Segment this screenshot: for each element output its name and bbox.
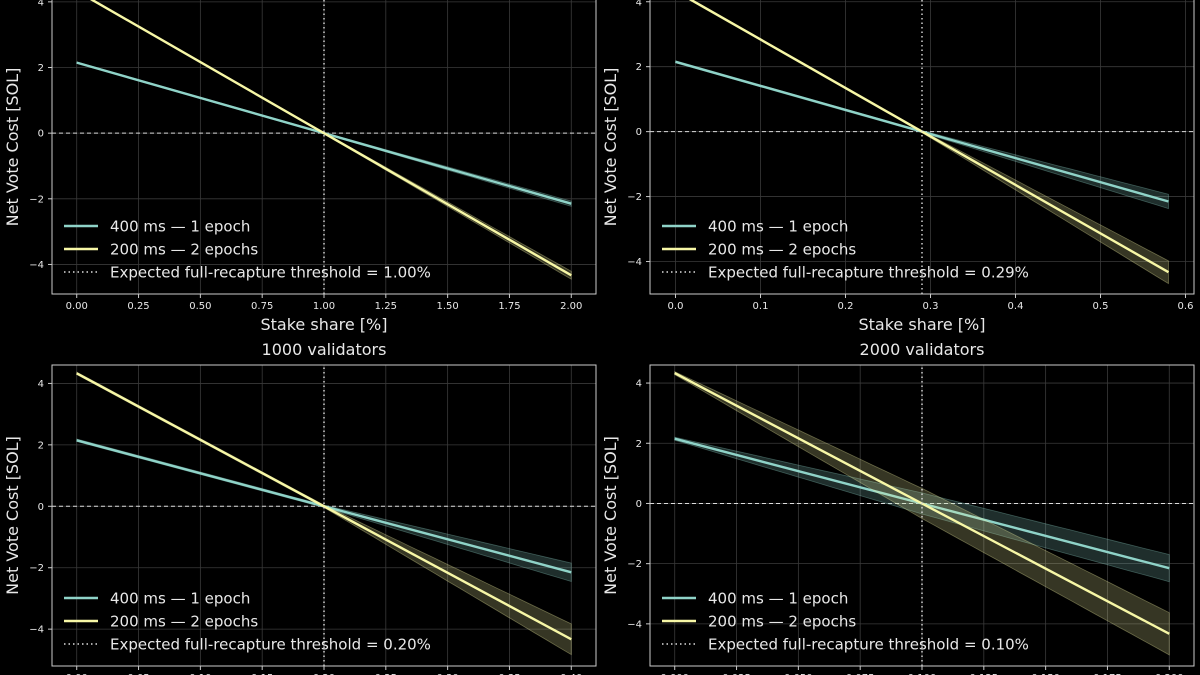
- legend-label: 200 ms — 2 epochs: [110, 241, 258, 259]
- x-tick-label: 0.25: [375, 673, 397, 675]
- x-tick-label: 0.00: [66, 673, 88, 675]
- series-band-2: [674, 370, 1170, 656]
- y-tick-label: 4: [38, 379, 44, 390]
- x-tick-label: 1.50: [437, 301, 459, 312]
- y-tick-label: 2: [636, 62, 642, 73]
- y-tick-label: −2: [627, 192, 642, 203]
- y-axis-label: Net Vote Cost [SOL]: [3, 436, 22, 595]
- x-tick-label: 0.35: [498, 673, 520, 675]
- y-tick-label: −2: [29, 563, 44, 574]
- x-tick-label: 0.10: [189, 673, 211, 675]
- y-tick-label: −4: [627, 619, 642, 630]
- legend-label: 200 ms — 2 epochs: [708, 241, 856, 259]
- legend-label: Expected full-recapture threshold = 0.29…: [708, 264, 1029, 282]
- legend-label: Expected full-recapture threshold = 1.00…: [110, 264, 431, 282]
- y-tick-label: 0: [636, 499, 642, 510]
- plot-area: [650, 0, 1194, 294]
- legend: 400 ms — 1 epoch 200 ms — 2 epochs Expecte…: [662, 590, 1029, 654]
- y-tick-label: 2: [38, 63, 44, 74]
- x-tick-label: 0.50: [189, 301, 211, 312]
- chart-panel-1: 0.00 0.25 0.50 0.75 1.00 1.25 1.50 1.75 2.00 −4 −2…: [3, 0, 597, 334]
- y-tick-label: −4: [29, 625, 44, 636]
- x-tick-label: 0.025: [722, 673, 751, 675]
- x-tick-label: 0.200: [1155, 673, 1184, 675]
- y-tick-label: −4: [29, 260, 44, 271]
- legend-label: 200 ms — 2 epochs: [708, 613, 856, 631]
- x-tick-label: 0.100: [908, 673, 937, 675]
- x-tick-label: 0.20: [313, 673, 335, 675]
- x-tick-label: 0.2: [838, 301, 854, 312]
- x-tick-label: 0.150: [1031, 673, 1060, 675]
- x-tick-label: 0.4: [1008, 301, 1024, 312]
- chart-panel-3: 0.00 0.05 0.10 0.15 0.20 0.25 0.30 0.35 0.40 −4 −2…: [3, 340, 597, 675]
- x-axis-label: Stake share [%]: [261, 315, 388, 334]
- y-tick-label: −2: [627, 559, 642, 570]
- x-tick-label: 0.25: [127, 301, 149, 312]
- x-tick-label: 0.05: [127, 673, 149, 675]
- y-axis-label: Net Vote Cost [SOL]: [3, 68, 22, 227]
- x-tick-label: 0.3: [923, 301, 939, 312]
- x-tick-label: 0.30: [437, 673, 459, 675]
- series-line-2: [76, 372, 572, 641]
- x-tick-label: 0.6: [1178, 301, 1194, 312]
- x-tick-label: 0.40: [560, 673, 582, 675]
- legend-label: 400 ms — 1 epoch: [708, 218, 848, 236]
- x-tick-label: 1.25: [375, 301, 397, 312]
- x-axis-label: Stake share [%]: [859, 315, 986, 334]
- y-tick-label: 0: [38, 129, 44, 140]
- series-band-1: [674, 436, 1170, 583]
- chart-title: 1000 validators: [262, 340, 387, 359]
- x-tick-label: 1.00: [313, 301, 335, 312]
- legend-label: 400 ms — 1 epoch: [110, 590, 250, 608]
- x-tick-label: 0.1: [753, 301, 769, 312]
- legend-label: Expected full-recapture threshold = 0.10…: [708, 636, 1029, 654]
- x-tick-label: 0.00: [66, 301, 88, 312]
- legend-label: 400 ms — 1 epoch: [110, 218, 250, 236]
- y-tick-label: 4: [636, 0, 642, 8]
- y-axis-label: Net Vote Cost [SOL]: [601, 68, 620, 227]
- chart-panel-4: 0.000 0.025 0.050 0.075 0.100 0.125 0.150 0.175…: [601, 340, 1195, 675]
- legend-label: 200 ms — 2 epochs: [110, 613, 258, 631]
- axes-frame: [649, 0, 1195, 295]
- y-tick-label: 4: [636, 379, 642, 390]
- x-tick-label: 0.000: [660, 673, 689, 675]
- x-tick-label: 0.5: [1093, 301, 1109, 312]
- legend: 400 ms — 1 epoch 200 ms — 2 epochs Expecte…: [662, 218, 1029, 282]
- y-tick-label: 0: [636, 127, 642, 138]
- y-tick-label: 2: [636, 439, 642, 450]
- x-tick-label: 0.175: [1093, 673, 1122, 675]
- legend-label: Expected full-recapture threshold = 0.20…: [110, 636, 431, 654]
- plot-area: [650, 365, 1194, 666]
- plot-area: [52, 0, 596, 294]
- legend: 400 ms — 1 epoch 200 ms — 2 epochs Expecte…: [64, 590, 431, 654]
- legend-label: 400 ms — 1 epoch: [708, 590, 848, 608]
- x-tick-label: 0.75: [251, 301, 273, 312]
- plot-area: [52, 365, 596, 666]
- series-line-2: [89, 0, 572, 277]
- y-tick-label: 4: [38, 0, 44, 8]
- x-tick-label: 0.0: [668, 301, 684, 312]
- y-axis-label: Net Vote Cost [SOL]: [601, 436, 620, 595]
- chart-title: 2000 validators: [860, 340, 985, 359]
- y-tick-label: 2: [38, 440, 44, 451]
- x-tick-label: 0.125: [969, 673, 998, 675]
- legend: 400 ms — 1 epoch 200 ms — 2 epochs Expecte…: [64, 218, 431, 282]
- x-tick-label: 0.15: [251, 673, 273, 675]
- y-tick-label: −2: [29, 194, 44, 205]
- x-tick-label: 2.00: [560, 301, 582, 312]
- y-tick-label: 0: [38, 502, 44, 513]
- x-tick-label: 0.075: [846, 673, 875, 675]
- y-tick-label: −4: [627, 257, 642, 268]
- chart-panel-2: 0.0 0.1 0.2 0.3 0.4 0.5 0.6 −4 −2 0 2 4 Net Vote Cos…: [601, 0, 1195, 334]
- x-tick-label: 1.75: [498, 301, 520, 312]
- x-tick-label: 0.050: [784, 673, 813, 675]
